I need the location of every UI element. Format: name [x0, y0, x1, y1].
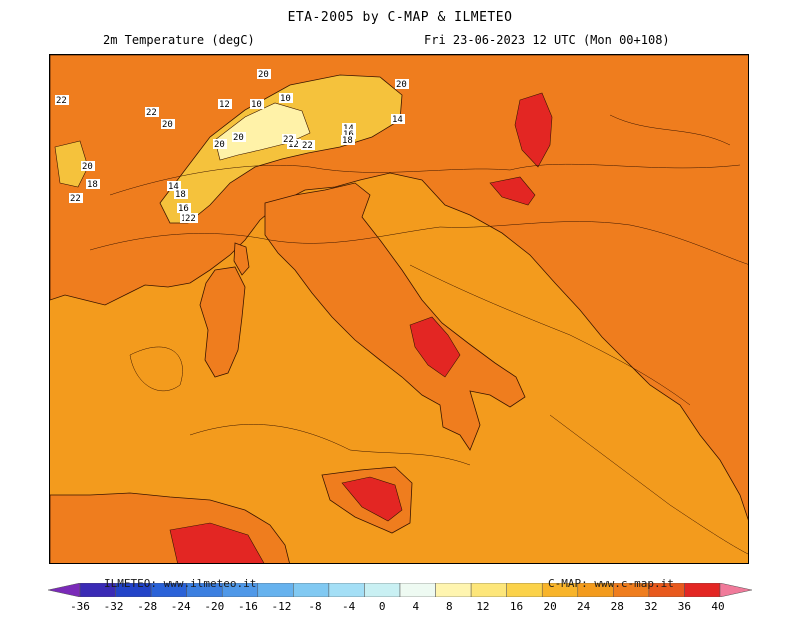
contour-label: 22 — [56, 96, 67, 106]
colorbar-tick-label: -28 — [137, 600, 158, 613]
hot-zone-croatia — [489, 176, 536, 206]
contour-label-bg — [81, 161, 95, 171]
contour-label: 22 — [185, 214, 196, 224]
contour-label: 20 — [82, 162, 93, 172]
colorbar — [48, 583, 752, 597]
right-watermark: C-MAP: www.c-map.it — [548, 577, 674, 590]
contour-label-bg — [391, 114, 405, 124]
colorbar-tick-label: 32 — [644, 600, 658, 613]
hot-zone-south-italy — [409, 316, 461, 378]
contour-label-bg — [342, 123, 356, 133]
colorbar-tick-labels: -36 -32 -28 -24 -20 -16 -12 -8 -4 0 4 8 12 16 20 24 28 32… — [0, 600, 800, 616]
colorbar-tick-label: 4 — [412, 600, 420, 613]
contour-label: 14 — [168, 182, 179, 192]
contour-label: 20 — [258, 70, 269, 80]
colorbar-tick-label: 8 — [446, 600, 453, 613]
colorbar-cell — [470, 583, 507, 597]
colorbar-tick-label: 16 — [509, 600, 524, 613]
corsica — [233, 242, 250, 276]
contour-label: 20 — [162, 120, 173, 130]
colorbar-cell — [435, 583, 472, 597]
colorbar-cell — [506, 583, 543, 597]
contour-label: 18 — [87, 180, 98, 190]
contour-label-bg — [342, 129, 356, 139]
contour-label-bg — [174, 189, 188, 199]
contour-label-bg — [232, 132, 246, 142]
hot-zone-hungary — [514, 92, 553, 168]
colorbar-tick-label: -12 — [271, 600, 292, 613]
colorbar-tick-label: 20 — [543, 600, 557, 613]
contour-label: 14 — [392, 115, 403, 125]
contour-label: 20 — [396, 80, 407, 90]
contour-label-bg — [161, 119, 175, 129]
temperature-map: 2222202020202018141210102012222214161814… — [49, 54, 749, 564]
contour-label: 22 — [146, 108, 157, 118]
hot-zone-africa — [169, 522, 265, 563]
contour-label-bg — [282, 134, 296, 144]
colorbar-cell — [293, 583, 330, 597]
contour-label: 18 — [175, 190, 186, 200]
colorbar-tick-label: -32 — [103, 600, 124, 613]
colorbar-tick-label: 36 — [677, 600, 692, 613]
contour-label: 12 — [288, 140, 299, 150]
left-watermark: ILMETEO: www.ilmeteo.it — [104, 577, 257, 590]
colorbar-tick-label: -24 — [170, 600, 191, 613]
contour-label-bg — [145, 107, 159, 117]
alps-cold-peaks — [214, 102, 311, 161]
contour-label-bg — [184, 213, 198, 223]
contour-label-bg — [250, 99, 264, 109]
contour-label-bg — [279, 93, 293, 103]
contour-label-bg — [218, 99, 232, 109]
colorbar-tick-label: -16 — [237, 600, 258, 613]
map-title: ETA-2005 by C-MAP & ILMETEO — [287, 10, 513, 25]
contour-label: 20 — [233, 133, 244, 143]
contour-label: 18 — [342, 136, 353, 146]
contour-label-bg — [167, 181, 181, 191]
contour-label-bg — [257, 69, 271, 79]
sardinia — [199, 266, 246, 378]
colorbar-cell — [399, 583, 436, 597]
alps-cool-band — [159, 74, 403, 224]
colorbar-tick-label: -20 — [204, 600, 225, 613]
colorbar-tick-label: 24 — [577, 600, 591, 613]
colorbar-cell — [684, 583, 721, 597]
alps-west-patch — [54, 140, 89, 188]
contour-label-bg — [177, 203, 191, 213]
colorbar-cell — [257, 583, 294, 597]
italy-peninsula — [264, 182, 526, 451]
colorbar-cells — [48, 583, 752, 597]
hot-zone-sicily — [341, 476, 403, 522]
contour-label-bg — [86, 179, 100, 189]
colorbar-cell — [328, 583, 365, 597]
colorbar-tick-label: 40 — [711, 600, 725, 613]
contour-label: 22 — [70, 194, 81, 204]
contour-lines — [89, 114, 748, 555]
contour-label-bg — [341, 135, 355, 145]
contour-label: 22 — [283, 135, 294, 145]
map-canvas: 2222202020202018141210102012222214161814… — [50, 55, 748, 563]
contour-label-bg — [69, 193, 83, 203]
contour-label: 10 — [251, 100, 262, 110]
colorbar-tick-label: 0 — [378, 600, 386, 613]
contour-label: 12 — [219, 100, 230, 110]
contour-label: 16 — [178, 204, 189, 214]
colorbar-arrow-high — [719, 583, 752, 597]
colorbar-tick-label: 28 — [610, 600, 624, 613]
valid-time: Fri 23-06-2023 12 UTC (Mon 00+108) — [424, 33, 670, 47]
colorbar-arrow-low — [48, 583, 81, 597]
contour-label: 22 — [302, 141, 313, 151]
colorbar-tick-label: -4 — [342, 600, 356, 613]
colorbar-tick-label: -8 — [308, 600, 322, 613]
field-name: 2m Temperature (degC) — [103, 33, 255, 47]
contour-label-bg — [55, 95, 69, 105]
contour-label: 10 — [280, 94, 291, 104]
colorbar-tick-label: 12 — [476, 600, 490, 613]
contour-label-bg — [213, 139, 227, 149]
colorbar-cell — [364, 583, 401, 597]
contour-label-bg — [395, 79, 409, 89]
colorbar-tick-label: -36 — [70, 600, 90, 613]
contour-label-bg — [301, 140, 315, 150]
contour-label: 20 — [214, 140, 225, 150]
